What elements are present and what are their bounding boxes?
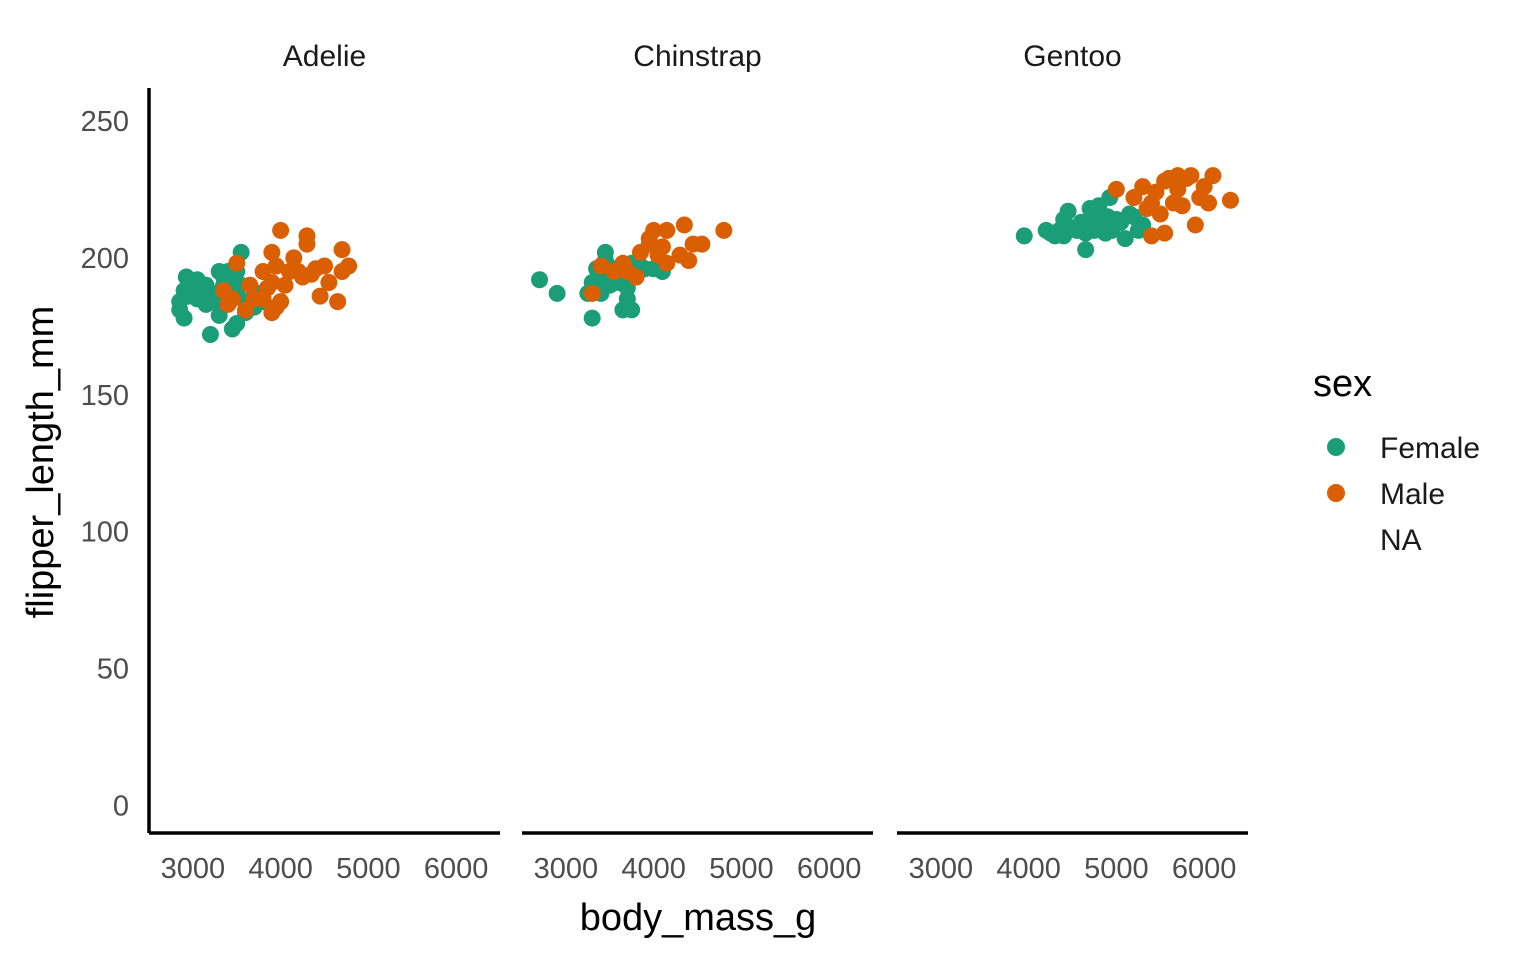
legend-label: Male — [1380, 478, 1445, 511]
data-point — [241, 276, 259, 294]
data-point — [320, 273, 338, 291]
series-male — [215, 221, 358, 322]
y-tick-label: 100 — [81, 517, 129, 549]
data-point — [1134, 178, 1152, 196]
x-tick-label: 4000 — [248, 853, 313, 885]
data-point — [1107, 180, 1125, 198]
facet-strip-label: Chinstrap — [633, 40, 761, 73]
series-male — [1107, 167, 1239, 245]
data-point — [658, 254, 676, 272]
x-tick-label: 5000 — [1084, 853, 1149, 885]
data-point — [175, 309, 193, 327]
data-point — [592, 257, 610, 275]
y-axis-title: flipper_length_mm — [20, 306, 62, 619]
data-point — [316, 257, 333, 275]
series-male — [583, 216, 733, 302]
x-tick-label: 3000 — [909, 853, 974, 885]
data-point — [285, 249, 303, 267]
data-point — [272, 221, 290, 239]
legend-key — [1327, 438, 1345, 456]
data-point — [1182, 167, 1200, 185]
legend-key — [1327, 484, 1345, 502]
data-point — [1186, 216, 1204, 234]
data-point — [1200, 194, 1218, 212]
x-tick-label: 3000 — [534, 853, 599, 885]
data-point — [340, 257, 358, 275]
data-point — [653, 238, 671, 256]
y-tick-label: 50 — [97, 654, 129, 686]
data-point — [1015, 227, 1033, 245]
x-tick-label: 5000 — [709, 853, 774, 885]
y-tick-label: 200 — [81, 243, 129, 275]
data-point — [228, 254, 246, 272]
x-tick-label: 5000 — [336, 853, 401, 885]
data-point — [267, 257, 285, 275]
legend-entries: Female Male NA — [1327, 432, 1480, 557]
data-point — [298, 227, 316, 245]
panel-chinstrap: Chinstrap 3000 4000 5000 6000 — [522, 40, 873, 885]
data-point — [548, 284, 566, 302]
legend-title: sex — [1313, 363, 1372, 405]
data-point — [263, 243, 281, 261]
data-point — [1204, 167, 1222, 185]
y-tick-label: 150 — [81, 380, 129, 412]
panel-adelie: Adelie 3000 4000 5000 6000 — [149, 40, 500, 885]
legend-entry-male: Male — [1327, 478, 1445, 511]
data-point — [658, 221, 676, 239]
data-point — [1221, 191, 1239, 209]
data-point — [583, 284, 601, 302]
x-tick-label: 6000 — [797, 853, 862, 885]
legend-label: NA — [1380, 524, 1422, 557]
y-axis: 0 50 100 150 200 250 — [81, 88, 151, 833]
data-point — [627, 268, 645, 286]
data-point — [693, 235, 711, 253]
facet-strip-label: Gentoo — [1023, 40, 1121, 73]
facet-strip-label: Adelie — [283, 40, 366, 73]
data-point — [1173, 197, 1191, 215]
x-axis-title: body_mass_g — [580, 897, 817, 939]
legend: sex Female Male NA — [1313, 363, 1480, 557]
data-point — [1151, 205, 1169, 223]
data-point — [680, 252, 698, 270]
x-tick-label: 4000 — [996, 853, 1061, 885]
data-point — [272, 293, 290, 311]
data-point — [263, 273, 281, 291]
data-point — [531, 271, 549, 289]
data-point — [311, 287, 329, 305]
x-tick-label: 3000 — [161, 853, 226, 885]
data-point — [1077, 241, 1095, 259]
x-tick-label: 6000 — [424, 853, 489, 885]
data-point — [1156, 224, 1174, 242]
data-point — [1116, 230, 1134, 248]
x-tick-label: 6000 — [1172, 853, 1237, 885]
data-point — [276, 276, 294, 294]
data-point — [333, 241, 351, 259]
data-point — [715, 221, 733, 239]
series-female — [1015, 189, 1152, 259]
x-tick-label: 4000 — [621, 853, 686, 885]
y-tick-label: 250 — [81, 106, 129, 138]
data-point — [1059, 202, 1077, 220]
data-point — [201, 326, 219, 344]
data-point — [583, 309, 601, 327]
facet-panels: Adelie 3000 4000 5000 6000 Chinstrap 3000 4000 5… — [149, 40, 1248, 885]
legend-entry-na: NA — [1380, 524, 1422, 557]
data-point — [675, 216, 693, 234]
data-point — [645, 221, 663, 239]
legend-entry-female: Female — [1327, 432, 1480, 465]
legend-label: Female — [1380, 432, 1480, 465]
data-point — [329, 293, 347, 311]
data-point — [223, 290, 241, 308]
data-point — [623, 301, 641, 319]
data-point — [1142, 227, 1160, 245]
panel-gentoo: Gentoo 3000 4000 5000 6000 — [897, 40, 1248, 885]
y-tick-label: 0 — [113, 791, 129, 823]
